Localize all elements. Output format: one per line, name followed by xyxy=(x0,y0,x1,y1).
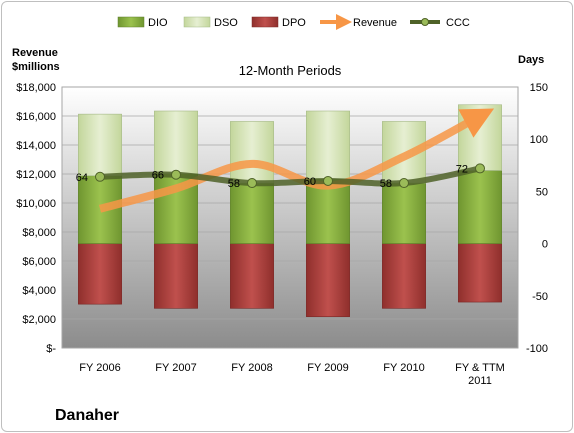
left-tick-label: $10,000 xyxy=(16,198,56,210)
chart-title: 12-Month Periods xyxy=(239,63,342,78)
bar-dpo xyxy=(458,243,502,303)
x-axis-ticks: FY 2006 FY 2007 FY 2008 FY 2009 FY 2010 FY & … xyxy=(79,362,505,387)
bar-dio xyxy=(78,175,122,244)
bar-dpo xyxy=(78,243,122,305)
right-tick-label: 0 xyxy=(542,239,548,251)
legend-item-dso: DSO xyxy=(183,16,238,29)
bar-dio xyxy=(382,182,426,244)
bar-dso xyxy=(78,113,122,177)
ccc-data-label: 58 xyxy=(228,178,240,190)
x-tick-label: FY 2007 xyxy=(155,362,196,374)
ccc-data-label: 72 xyxy=(456,163,468,175)
bar-dso xyxy=(154,110,198,174)
legend-item-dio: DIO xyxy=(117,16,168,29)
series-lines xyxy=(95,108,495,213)
ccc-point xyxy=(323,175,333,186)
legend-label-revenue: Revenue xyxy=(353,17,397,29)
ccc-point xyxy=(171,169,181,180)
legend-swatch-dio xyxy=(117,16,145,28)
x-tick-label: FY 2008 xyxy=(231,362,272,374)
bar-dpo xyxy=(382,243,426,309)
ccc-data-label: 60 xyxy=(304,176,316,188)
legend-swatch-dpo xyxy=(251,16,279,28)
left-tick-label: $16,000 xyxy=(16,111,56,123)
ccc-point xyxy=(399,178,409,189)
left-tick-label: $8,000 xyxy=(22,227,56,239)
x-tick-label: FY 2009 xyxy=(307,362,348,374)
right-tick-label: 100 xyxy=(530,134,548,146)
x-tick-label: FY 2006 xyxy=(79,362,120,374)
series-line-revenue xyxy=(98,108,495,213)
bar-dso xyxy=(458,104,502,171)
right-axis-label: Days xyxy=(518,54,544,66)
data-labels: 64 66 58 60 58 72 xyxy=(76,163,468,190)
plot-area xyxy=(61,86,519,349)
left-axis-ticks: $- $2,000 $4,000 $6,000 $8,000 $10,000 $12,000… xyxy=(16,82,56,355)
legend-swatch-dso xyxy=(183,16,211,28)
bar-dso xyxy=(230,121,274,184)
ccc-point xyxy=(95,171,105,182)
x-tick-label: 2011 xyxy=(468,375,492,387)
right-tick-label: 150 xyxy=(530,82,548,94)
right-tick-label: 50 xyxy=(536,186,548,198)
x-tick-label: FY & TTM xyxy=(455,362,505,374)
left-tick-label: $2,000 xyxy=(22,314,56,326)
bar-dio xyxy=(306,178,350,244)
x-tick-label: FY 2010 xyxy=(383,362,424,374)
ccc-data-label: 64 xyxy=(76,172,88,184)
left-axis-label-line1: Revenue xyxy=(12,47,58,59)
right-tick-label: -100 xyxy=(526,343,548,355)
left-tick-label: $4,000 xyxy=(22,285,56,297)
ccc-data-label: 58 xyxy=(380,178,392,190)
legend-marker-ccc xyxy=(421,18,429,26)
left-axis-label-line2: $millions xyxy=(12,61,60,73)
series-line-ccc xyxy=(99,165,481,187)
right-axis-ticks: -100 -50 0 50 100 150 xyxy=(526,82,548,355)
bar-dpo xyxy=(230,243,274,309)
left-tick-label: $18,000 xyxy=(16,82,56,94)
ccc-point xyxy=(475,163,485,174)
legend-item-ccc: CCC xyxy=(410,17,470,29)
bar-dio xyxy=(458,170,502,244)
ccc-point xyxy=(247,178,257,189)
legend-label-dpo: DPO xyxy=(282,17,306,29)
company-name: Danaher xyxy=(55,407,119,424)
legend-label-dio: DIO xyxy=(148,17,168,29)
bar-dso xyxy=(306,110,350,180)
legend: DIO DSO DPO Revenue CCC xyxy=(117,14,470,30)
legend-label-ccc: CCC xyxy=(446,17,470,29)
bar-dpo xyxy=(306,243,350,317)
bar-dio xyxy=(230,182,274,244)
legend-label-dso: DSO xyxy=(214,17,238,29)
left-tick-label: $6,000 xyxy=(22,256,56,268)
ccc-data-label: 66 xyxy=(152,170,164,182)
right-tick-label: -50 xyxy=(532,291,548,303)
legend-item-revenue: Revenue xyxy=(320,14,397,30)
left-tick-label: $- xyxy=(46,343,56,355)
left-tick-label: $14,000 xyxy=(16,140,56,152)
bar-dpo xyxy=(154,243,198,309)
left-tick-label: $12,000 xyxy=(16,169,56,181)
legend-item-dpo: DPO xyxy=(251,16,306,29)
